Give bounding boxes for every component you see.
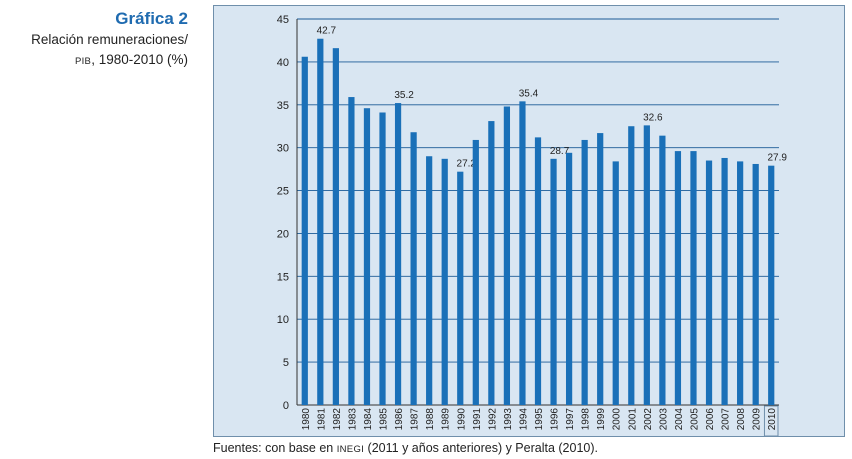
x-tick-label-1993: 1993 xyxy=(503,408,514,431)
bar-2006 xyxy=(705,160,713,405)
bar-chart: 0 5 10 15 20 25 30 35 40 45 1980 42.7 1981 1982 1983 19… xyxy=(277,14,787,437)
y-tick-label-25: 25 xyxy=(277,186,289,198)
source-suffix: (2011 y años anteriores) y Peralta (2010… xyxy=(364,441,598,455)
source-abbrev: INEGI xyxy=(336,444,365,455)
chart-subtitle-line1: Relación remuneraciones/ xyxy=(31,32,188,47)
source-note: Fuentes: con base en INEGI (2011 y años … xyxy=(213,441,598,455)
y-tick-label-0: 0 xyxy=(283,400,289,412)
chart-subtitle-line2: PIB, 1980-2010 (%) xyxy=(0,50,188,72)
y-tick-label-5: 5 xyxy=(283,357,289,369)
y-tick-label-35: 35 xyxy=(277,100,289,112)
bar-1993 xyxy=(503,106,511,405)
bar-1980 xyxy=(301,56,308,406)
y-tick-label-45: 45 xyxy=(277,14,289,26)
x-tick-label-1983: 1983 xyxy=(347,408,358,431)
bar-1986 xyxy=(394,103,402,405)
bar-1988 xyxy=(426,156,433,405)
x-tick-label-2006: 2006 xyxy=(705,408,716,431)
bar-2002 xyxy=(643,125,650,405)
x-tick-label-1994: 1994 xyxy=(518,408,529,431)
bar-1990 xyxy=(457,171,464,405)
bar-1985 xyxy=(379,112,386,406)
bar-1995 xyxy=(534,137,542,405)
y-tick-label-30: 30 xyxy=(277,143,289,155)
bar-2004 xyxy=(674,151,682,405)
bar-1992 xyxy=(488,121,495,405)
x-tick-label-1982: 1982 xyxy=(332,408,343,431)
bar-2007 xyxy=(721,157,728,405)
x-tick-label-1996: 1996 xyxy=(550,408,561,431)
bar-1999 xyxy=(597,133,604,405)
x-tick-label-2005: 2005 xyxy=(689,408,700,431)
y-tick-label-20: 20 xyxy=(277,228,289,240)
data-label-1986: 35.2 xyxy=(394,90,414,101)
data-label-1990: 27.2 xyxy=(457,159,477,170)
chart-title-block: Gráfica 2 Relación remuneraciones/ PIB, … xyxy=(0,8,188,72)
x-tick-label-1987: 1987 xyxy=(410,408,421,431)
subtitle-rest: , 1980-2010 (%) xyxy=(91,52,188,67)
chart-number-heading: Gráfica 2 xyxy=(115,9,188,28)
x-tick-label-2001: 2001 xyxy=(627,408,638,431)
highlight-box-2010 xyxy=(763,405,779,437)
data-label-2002: 32.6 xyxy=(643,112,663,123)
bar-1996 xyxy=(550,158,557,405)
data-label-1981: 42.7 xyxy=(317,26,337,37)
x-tick-label-2008: 2008 xyxy=(736,408,747,431)
x-tick-label-1998: 1998 xyxy=(581,408,592,431)
subtitle-abbrev: PIB xyxy=(74,56,92,67)
bar-1982 xyxy=(332,48,339,406)
y-tick-label-10: 10 xyxy=(277,314,289,326)
bar-1987 xyxy=(410,132,417,405)
bar-1983 xyxy=(348,97,355,406)
x-tick-label-1997: 1997 xyxy=(565,408,576,431)
bar-1994 xyxy=(519,101,526,405)
data-label-1994: 35.4 xyxy=(519,88,539,99)
bar-1998 xyxy=(581,139,588,406)
bar-2010 xyxy=(768,165,775,405)
bar-1989 xyxy=(441,158,448,405)
x-tick-label-2002: 2002 xyxy=(643,408,654,431)
x-tick-label-1991: 1991 xyxy=(472,408,483,431)
x-tick-label-1980: 1980 xyxy=(301,408,312,431)
y-tick-label-15: 15 xyxy=(277,271,289,283)
x-tick-label-2004: 2004 xyxy=(674,408,685,431)
x-tick-label-2009: 2009 xyxy=(752,408,763,431)
data-label-1996: 28.7 xyxy=(550,146,570,157)
source-prefix: Fuentes: con base en xyxy=(213,441,337,455)
x-tick-label-1988: 1988 xyxy=(425,408,436,431)
x-tick-label-2003: 2003 xyxy=(658,408,669,431)
x-tick-label-1995: 1995 xyxy=(534,408,545,431)
x-tick-label-2010: 2010 xyxy=(767,408,778,431)
bar-2009 xyxy=(752,163,759,405)
bar-2000 xyxy=(612,161,619,405)
x-tick-label-1990: 1990 xyxy=(456,408,467,431)
bar-2005 xyxy=(690,151,697,405)
x-tick-label-2000: 2000 xyxy=(612,408,623,431)
x-tick-label-1989: 1989 xyxy=(441,408,452,431)
x-tick-label-1981: 1981 xyxy=(316,408,327,431)
bar-1984 xyxy=(363,108,371,405)
bar-1981 xyxy=(317,38,324,406)
x-tick-label-1984: 1984 xyxy=(363,408,374,431)
x-tick-label-1999: 1999 xyxy=(596,408,607,431)
x-tick-label-1986: 1986 xyxy=(394,408,405,431)
bar-1997 xyxy=(565,152,573,405)
data-label-2010: 27.9 xyxy=(767,153,787,164)
x-tick-label-1992: 1992 xyxy=(487,408,498,431)
bar-2001 xyxy=(628,126,635,405)
bar-2003 xyxy=(659,135,666,405)
x-tick-label-1985: 1985 xyxy=(379,408,390,431)
y-tick-label-40: 40 xyxy=(277,57,289,69)
x-tick-label-2007: 2007 xyxy=(721,408,732,431)
bar-2008 xyxy=(737,161,744,405)
bar-1991 xyxy=(472,139,479,406)
